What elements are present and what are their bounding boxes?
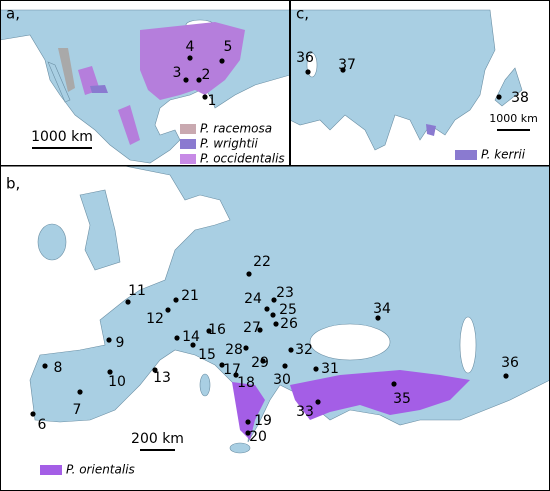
- site-dot: [107, 369, 113, 375]
- site-dot: [174, 335, 180, 341]
- site-label: 35: [393, 391, 411, 407]
- site-label: 23: [276, 285, 294, 301]
- scale-label: 1000 km: [489, 112, 538, 125]
- site-label: 14: [182, 329, 200, 345]
- panel-c-map: [290, 9, 523, 151]
- panel-label: a,: [6, 5, 20, 23]
- site-dot: [125, 299, 131, 305]
- site-dot: [273, 321, 279, 327]
- site-dot: [282, 363, 288, 369]
- site-label: 36: [501, 355, 519, 371]
- site-label: 16: [208, 322, 226, 338]
- site-label: 36: [296, 50, 314, 66]
- site-label: 10: [108, 374, 126, 390]
- scale-label: 200 km: [131, 431, 184, 447]
- site-dot: [391, 381, 397, 387]
- site-label: 30: [273, 372, 291, 388]
- site-label: 27: [243, 320, 261, 336]
- site-label: 31: [321, 361, 339, 377]
- site-dot: [315, 399, 321, 405]
- site-label: 2: [202, 67, 211, 83]
- legend-label: P. wrightii: [200, 137, 259, 151]
- site-dot: [206, 328, 212, 334]
- site-dot: [340, 67, 346, 73]
- site-dot: [77, 389, 83, 395]
- site-label: 25: [279, 302, 297, 318]
- legend-swatch: [40, 465, 62, 475]
- site-label: 26: [280, 316, 298, 332]
- site-label: 11: [128, 283, 146, 299]
- panel-label: c,: [296, 5, 309, 23]
- site-dot: [496, 94, 502, 100]
- site-label: 33: [296, 404, 314, 420]
- legend-swatch: [180, 124, 196, 134]
- site-dot: [106, 337, 112, 343]
- site-dot: [305, 69, 311, 75]
- site-label: 12: [146, 311, 164, 327]
- site-dot: [202, 94, 208, 100]
- site-dot: [245, 419, 251, 425]
- site-dot: [165, 307, 171, 313]
- site-label: 29: [251, 355, 269, 371]
- legend-label: P. racemosa: [200, 122, 272, 136]
- legend-label: P. orientalis: [66, 463, 135, 477]
- site-label: 38: [511, 90, 529, 106]
- panel-b-map: [29, 166, 550, 454]
- panel-a-map: [0, 9, 290, 164]
- site-label: 13: [153, 370, 171, 386]
- site-dot: [219, 362, 225, 368]
- legend-swatch: [180, 154, 196, 164]
- site-label: 34: [373, 301, 391, 317]
- site-label: 24: [244, 291, 262, 307]
- site-label: 22: [253, 254, 271, 270]
- site-label: 37: [338, 57, 356, 73]
- site-dot: [190, 342, 196, 348]
- legend-label: P. occidentalis: [200, 152, 285, 166]
- site-dot: [173, 297, 179, 303]
- site-dot: [270, 312, 276, 318]
- site-dot: [313, 366, 319, 372]
- site-dot: [152, 367, 158, 373]
- site-label: 28: [225, 342, 243, 358]
- site-dot: [246, 271, 252, 277]
- site-dot: [375, 315, 381, 321]
- site-dot: [183, 77, 189, 83]
- site-label: 21: [181, 288, 199, 304]
- site-label: 32: [295, 342, 313, 358]
- site-dot: [245, 430, 251, 436]
- site-dot: [260, 358, 266, 364]
- legend-label: P. kerrii: [481, 148, 526, 162]
- site-label: 7: [73, 402, 82, 418]
- site-label: 6: [38, 417, 47, 433]
- site-dot: [243, 345, 249, 351]
- site-label: 1: [208, 93, 217, 109]
- site-label: 18: [237, 375, 255, 391]
- site-label: 15: [198, 347, 216, 363]
- site-dot: [271, 297, 277, 303]
- site-label: 19: [254, 413, 272, 429]
- site-dot: [503, 373, 509, 379]
- site-dot: [288, 347, 294, 353]
- site-label: 4: [186, 39, 195, 55]
- site-dot: [257, 327, 263, 333]
- site-dot: [233, 372, 239, 378]
- site-dot: [187, 55, 193, 61]
- site-dot: [264, 306, 270, 312]
- scale-label: 1000 km: [31, 129, 93, 145]
- site-label: 3: [173, 65, 182, 81]
- site-dot: [30, 411, 36, 417]
- panel-label: b,: [6, 175, 20, 193]
- legend-swatch: [455, 150, 477, 160]
- site-dot: [219, 58, 225, 64]
- site-dot: [196, 77, 202, 83]
- site-label: 8: [54, 360, 63, 376]
- site-dot: [42, 363, 48, 369]
- site-label: 20: [249, 429, 267, 445]
- legend-swatch: [180, 139, 196, 149]
- site-label: 5: [224, 39, 233, 55]
- site-label: 9: [116, 335, 125, 351]
